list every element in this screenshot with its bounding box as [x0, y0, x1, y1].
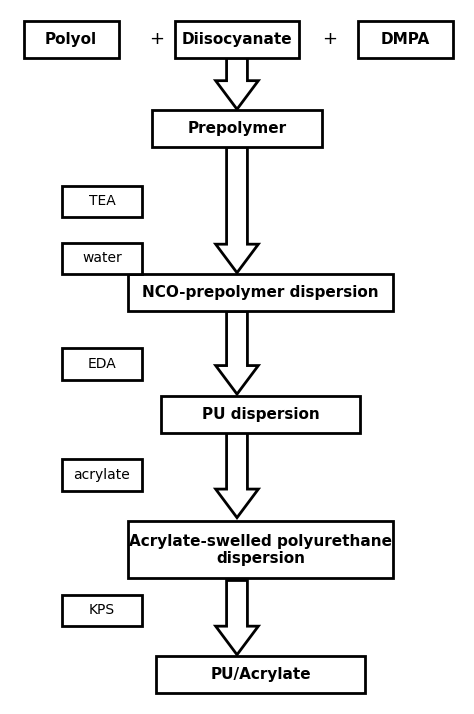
Text: water: water — [82, 251, 122, 266]
FancyBboxPatch shape — [62, 459, 142, 491]
Text: KPS: KPS — [89, 603, 115, 618]
FancyBboxPatch shape — [156, 656, 365, 693]
FancyBboxPatch shape — [128, 521, 393, 578]
FancyBboxPatch shape — [358, 21, 453, 58]
FancyBboxPatch shape — [24, 21, 119, 58]
Polygon shape — [216, 147, 258, 273]
Text: Prepolymer: Prepolymer — [187, 121, 287, 136]
FancyBboxPatch shape — [128, 274, 393, 311]
Text: NCO-prepolymer dispersion: NCO-prepolymer dispersion — [142, 285, 379, 301]
FancyBboxPatch shape — [62, 348, 142, 380]
Text: +: + — [149, 30, 164, 49]
FancyBboxPatch shape — [175, 21, 299, 58]
Text: acrylate: acrylate — [73, 468, 130, 482]
FancyBboxPatch shape — [62, 243, 142, 274]
FancyBboxPatch shape — [161, 396, 360, 433]
Text: TEA: TEA — [89, 194, 115, 208]
Text: PU/Acrylate: PU/Acrylate — [210, 667, 311, 683]
Text: +: + — [322, 30, 337, 49]
Text: Acrylate-swelled polyurethane
dispersion: Acrylate-swelled polyurethane dispersion — [129, 533, 392, 566]
Polygon shape — [216, 433, 258, 518]
FancyBboxPatch shape — [152, 110, 322, 147]
Text: Diisocyanate: Diisocyanate — [182, 31, 292, 47]
Text: Polyol: Polyol — [45, 31, 97, 47]
Polygon shape — [216, 311, 258, 394]
Polygon shape — [216, 58, 258, 109]
FancyBboxPatch shape — [62, 186, 142, 217]
Polygon shape — [216, 580, 258, 655]
Text: PU dispersion: PU dispersion — [202, 406, 319, 422]
FancyBboxPatch shape — [62, 595, 142, 626]
Text: EDA: EDA — [88, 357, 116, 371]
Text: DMPA: DMPA — [381, 31, 430, 47]
